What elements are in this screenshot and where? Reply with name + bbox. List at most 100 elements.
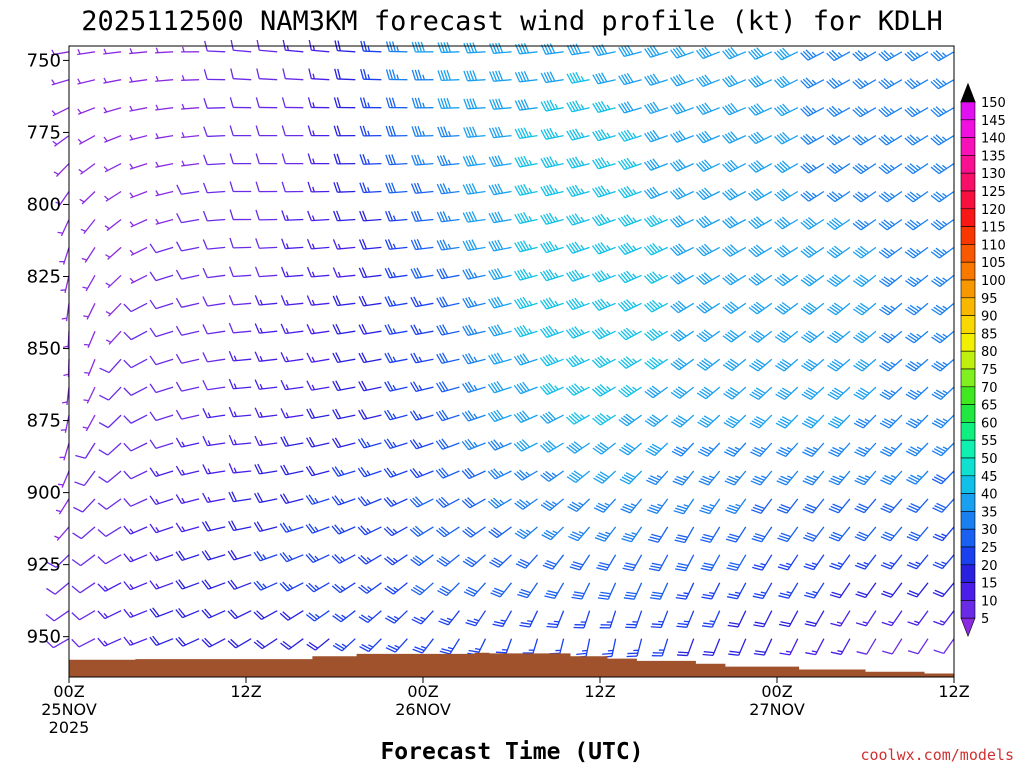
colorbar-swatch (960, 261, 976, 281)
wind-barb (722, 272, 747, 286)
wind-barb (514, 526, 538, 540)
wind-barb (852, 78, 877, 90)
wind-barb (828, 498, 851, 514)
wind-barb (878, 78, 903, 90)
wind-barb (149, 299, 174, 310)
wind-barb (307, 125, 330, 137)
wind-barb (305, 494, 330, 505)
wind-barb (826, 274, 851, 287)
wind-barb (647, 526, 669, 543)
wind-barb (540, 99, 564, 112)
wind-barb (80, 219, 96, 235)
wind-barb (488, 324, 512, 337)
wind-barb (566, 441, 590, 454)
wind-barb (411, 41, 434, 53)
wind-barb (181, 103, 200, 110)
wind-barb (826, 190, 851, 203)
wind-barb (644, 101, 668, 115)
wind-barb (253, 550, 278, 562)
wind-barb (489, 42, 512, 55)
wind-barb (800, 190, 825, 202)
wind-barb (385, 69, 408, 81)
wind-barb (854, 498, 877, 514)
wind-barb (52, 135, 70, 147)
wind-barb (854, 526, 877, 542)
wind-barb (852, 218, 877, 231)
wind-barb (565, 297, 590, 311)
wind-barb (774, 160, 799, 174)
wind-barb (519, 610, 539, 628)
wind-barb (618, 72, 642, 86)
wind-barb (540, 498, 565, 511)
wind-barb (774, 103, 799, 117)
wind-barb (488, 239, 512, 252)
wind-barb (852, 163, 877, 175)
wind-barb (854, 470, 877, 486)
y-tick-label: 875 (27, 411, 61, 432)
wind-barb (73, 498, 96, 513)
wind-barb (358, 380, 382, 392)
wind-barb (592, 442, 617, 455)
wind-barb (674, 526, 695, 544)
colorbar-label: 150 (981, 96, 1006, 111)
wind-barb (748, 47, 773, 60)
wind-barb (751, 526, 773, 543)
wind-barb (254, 492, 278, 504)
wind-barb (98, 470, 122, 484)
y-tick-label: 925 (27, 555, 61, 576)
colorbar-swatch (960, 546, 976, 566)
wind-barb (540, 268, 564, 282)
wind-barb (671, 442, 695, 457)
wind-barb (802, 442, 825, 458)
wind-barb (749, 386, 773, 400)
wind-barb (98, 414, 122, 429)
wind-barb (203, 69, 226, 81)
wind-barb (229, 97, 252, 109)
wind-barb (465, 610, 487, 627)
wind-barb (201, 550, 226, 561)
wind-barb (202, 324, 226, 335)
wind-barb (462, 239, 486, 252)
wind-barb (202, 492, 226, 503)
wind-barb (592, 128, 616, 142)
wind-barb (906, 582, 929, 598)
wind-barbs (45, 39, 955, 659)
wind-barb (175, 297, 200, 308)
wind-barb (722, 244, 747, 257)
wind-barb (514, 183, 538, 196)
colorbar-label: 145 (981, 114, 1006, 129)
wind-barb (748, 301, 773, 315)
wind-barb (149, 523, 174, 534)
wind-barb (51, 79, 70, 86)
wind-barb (514, 240, 538, 253)
wind-barb (55, 498, 70, 515)
wind-barb (774, 244, 799, 258)
wind-barb (621, 526, 643, 543)
wind-barb (436, 154, 460, 167)
wind-barb (827, 386, 851, 401)
colorbar-label: 120 (981, 203, 1006, 218)
wind-barb (123, 498, 148, 507)
wind-barb (852, 190, 877, 203)
wind-barb (878, 106, 903, 118)
wind-barb (571, 582, 591, 600)
wind-barb (700, 526, 721, 543)
wind-barb (202, 352, 226, 363)
wind-barb (565, 326, 590, 339)
wind-barb (670, 300, 695, 314)
wind-barb (79, 191, 96, 205)
wind-barb (357, 554, 382, 565)
wind-barb (566, 213, 590, 226)
wind-barb (228, 378, 252, 390)
wind-barb (696, 243, 721, 257)
wind-barb (202, 464, 226, 475)
wind-barb (774, 330, 799, 344)
wind-barb (254, 463, 278, 475)
wind-barb (878, 274, 903, 288)
wind-barb (332, 638, 356, 652)
wind-barb (384, 582, 408, 595)
wind-barb (752, 582, 773, 600)
wind-barb (774, 302, 799, 315)
wind-barb (599, 610, 617, 629)
wind-barb (669, 158, 694, 172)
